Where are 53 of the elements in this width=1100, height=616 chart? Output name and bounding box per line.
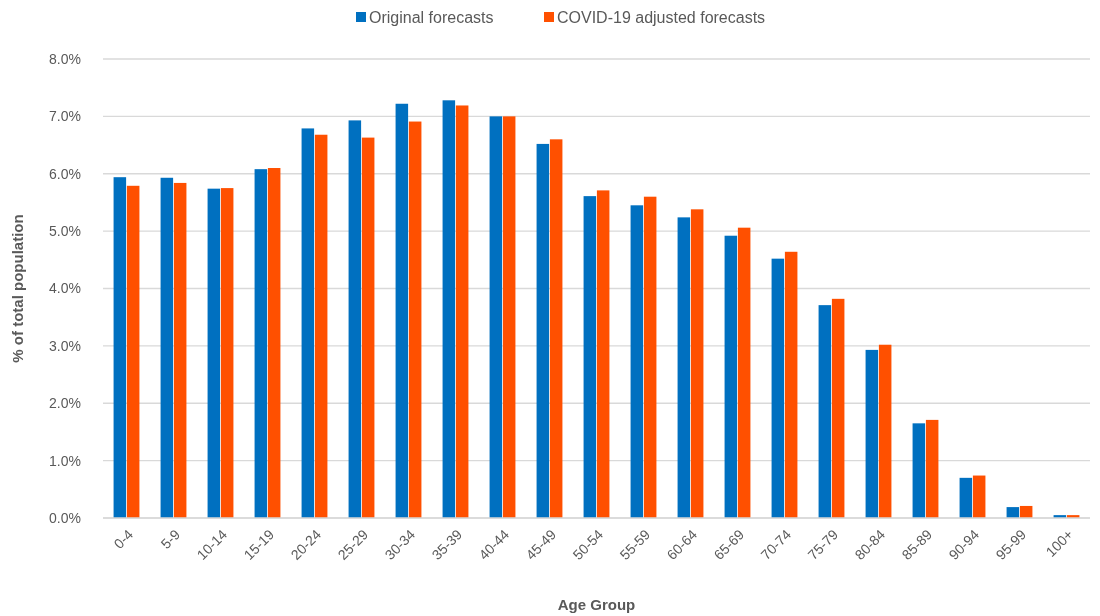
bar (160, 177, 174, 518)
legend-label: Original forecasts (369, 8, 494, 26)
bar (536, 143, 550, 518)
bar (865, 349, 879, 518)
y-tick-label: 5.0% (49, 223, 81, 240)
bar (771, 258, 785, 518)
bar (643, 196, 657, 518)
bar (502, 116, 516, 518)
y-tick-label: 8.0% (49, 50, 81, 67)
bar (489, 116, 503, 518)
bar (630, 205, 644, 518)
bar (442, 100, 456, 518)
bar (959, 477, 973, 518)
legend-label: COVID-19 adjusted forecasts (557, 8, 766, 26)
bar (207, 188, 221, 518)
bar (267, 168, 281, 518)
bar (348, 120, 362, 518)
bar (254, 169, 268, 518)
y-tick-label: 2.0% (49, 395, 81, 412)
x-axis-title: Age Group (557, 596, 636, 613)
bar (596, 190, 610, 518)
y-tick-label: 3.0% (49, 337, 81, 354)
bar (818, 305, 832, 518)
y-tick-label: 4.0% (49, 280, 81, 297)
bar (737, 227, 751, 518)
bar (549, 139, 563, 518)
bar (173, 182, 187, 518)
y-tick-label: 0.0% (49, 509, 81, 526)
x-tick-label: 0-4 (110, 526, 137, 552)
bar (677, 217, 691, 518)
bar (314, 134, 328, 518)
bar (583, 196, 597, 518)
bar (113, 177, 127, 518)
bar (878, 344, 892, 518)
bar (724, 235, 738, 518)
y-tick-label: 7.0% (49, 108, 81, 125)
y-tick-label: 6.0% (49, 165, 81, 182)
bar (912, 423, 926, 518)
bar (301, 128, 315, 518)
bar (784, 251, 798, 518)
bar (455, 105, 469, 518)
bar (690, 209, 704, 518)
bar (220, 188, 234, 518)
bar (972, 475, 986, 518)
y-tick-label: 1.0% (49, 452, 81, 469)
bar (395, 103, 409, 518)
bar (361, 137, 375, 518)
bar (408, 121, 422, 518)
bar (831, 298, 845, 518)
bar (126, 185, 140, 518)
x-tick-label: 5-9 (157, 526, 184, 552)
y-axis-title: % of total population (9, 214, 26, 363)
bar (925, 419, 939, 518)
